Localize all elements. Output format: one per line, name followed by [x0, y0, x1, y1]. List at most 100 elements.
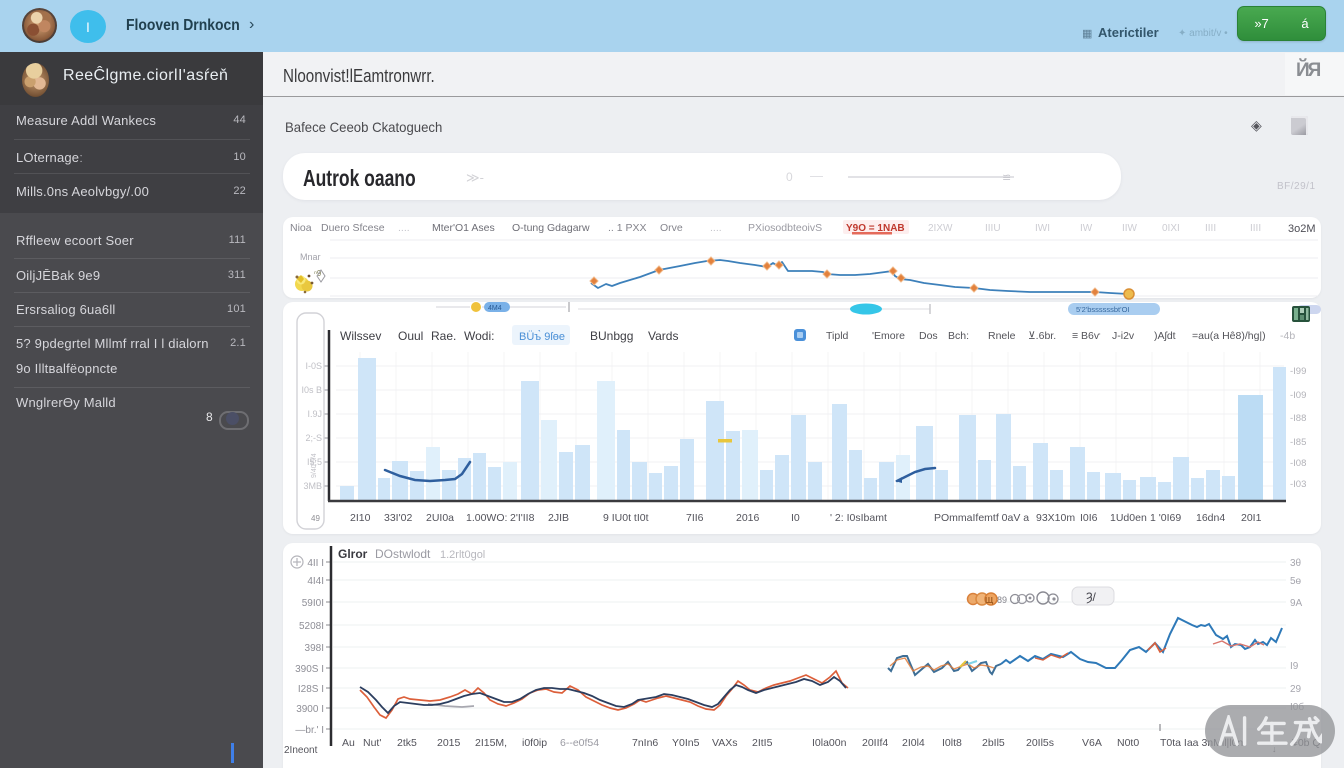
- svg-text:'Emore: 'Emore: [872, 330, 905, 342]
- svg-text:3θ: 3θ: [1290, 558, 1302, 569]
- svg-text:Ouul: Ouul: [398, 329, 423, 343]
- svg-text:89: 89: [997, 595, 1007, 605]
- svg-text:IIII: IIII: [1205, 223, 1216, 234]
- svg-text:9A: 9A: [1290, 598, 1303, 609]
- svg-text:-I88: -I88: [1290, 413, 1306, 424]
- svg-text:20I1: 20I1: [1241, 512, 1262, 524]
- svg-text:20IIf4: 20IIf4: [862, 737, 888, 749]
- svg-text:⊻.6br.: ⊻.6br.: [1028, 330, 1056, 342]
- svg-text:Nioa: Nioa: [290, 222, 312, 234]
- svg-text:IIII: IIII: [1250, 223, 1261, 234]
- svg-text:DOstwlodt: DOstwlodt: [375, 547, 431, 561]
- svg-text:2JIB: 2JIB: [548, 512, 569, 524]
- svg-text:2015: 2015: [437, 737, 461, 749]
- svg-text:BUnbgg: BUnbgg: [590, 329, 633, 343]
- svg-text:—br.' I: —br.' I: [295, 725, 324, 736]
- svg-text:J-i2v: J-i2v: [1112, 330, 1135, 342]
- svg-text:V6A: V6A: [1082, 737, 1102, 749]
- svg-text:-I08: -I08: [1290, 458, 1306, 469]
- svg-text:0IXI: 0IXI: [1162, 223, 1180, 234]
- svg-text:Y9O = 1NAB: Y9O = 1NAB: [846, 223, 905, 234]
- svg-text:I0s B: I0s B: [301, 385, 322, 395]
- svg-text:390S I: 390S I: [295, 664, 324, 675]
- svg-text:ⁿ9: ⁿ9: [314, 269, 322, 278]
- svg-text:1.2rlt0gol: 1.2rlt0gol: [440, 549, 485, 561]
- svg-text:1Ud0en: 1Ud0en: [1110, 512, 1147, 524]
- svg-text:POmmaIfemtf 0aV a: POmmaIfemtf 0aV a: [934, 512, 1029, 524]
- svg-text:93X10m: 93X10m: [1036, 512, 1075, 524]
- svg-text:Mnar: Mnar: [300, 252, 321, 262]
- svg-text:IIIU: IIIU: [985, 223, 1001, 234]
- svg-text:....: ....: [398, 222, 410, 234]
- svg-text:2tk5: 2tk5: [397, 737, 417, 749]
- svg-text:2016: 2016: [736, 512, 760, 524]
- svg-text:Tipld: Tipld: [826, 330, 849, 342]
- svg-text:I.9J: I.9J: [307, 409, 322, 419]
- svg-text:Щ: Щ: [985, 596, 994, 605]
- svg-text:7II6: 7II6: [686, 512, 704, 524]
- svg-text:2I0l4: 2I0l4: [902, 737, 925, 749]
- svg-text:Au: Au: [342, 737, 355, 749]
- svg-text:9 IU0t tI0t: 9 IU0t tI0t: [603, 512, 649, 524]
- svg-text:-I99: -I99: [1290, 366, 1306, 377]
- svg-text:5'2'bssssssbt'OI: 5'2'bssssssbt'OI: [1076, 305, 1129, 314]
- svg-text:Ȝ/: Ȝ/: [1086, 590, 1097, 604]
- svg-text:Vards: Vards: [648, 329, 678, 343]
- svg-text:4M4: 4M4: [488, 305, 502, 312]
- svg-text:i0f0ip: i0f0ip: [522, 737, 547, 749]
- svg-text:9/40'5/4: 9/40'5/4: [311, 453, 318, 478]
- svg-text:-I09: -I09: [1290, 390, 1306, 401]
- svg-text:2bIl5: 2bIl5: [982, 737, 1005, 749]
- svg-text:IW: IW: [1080, 223, 1093, 234]
- svg-text:59I0I: 59I0I: [302, 598, 324, 609]
- svg-text:BÜъ̀ 9ſөe: BÜъ̀ 9ſөe: [519, 330, 565, 343]
- svg-text:Bch:: Bch:: [948, 330, 969, 342]
- svg-text:I0lt8: I0lt8: [942, 737, 962, 749]
- svg-text:20Il5s: 20Il5s: [1026, 737, 1054, 749]
- svg-text:5208I: 5208I: [299, 621, 324, 632]
- svg-text:16dn4: 16dn4: [1196, 512, 1225, 524]
- svg-text:I9: I9: [1290, 661, 1299, 672]
- svg-text:Duero Sfcese: Duero Sfcese: [321, 222, 385, 234]
- svg-text:2ItI5: 2ItI5: [752, 737, 773, 749]
- svg-text:4I4I: 4I4I: [307, 576, 324, 587]
- svg-text:' 2: I0sIbamt: ' 2: I0sIbamt: [830, 512, 887, 524]
- svg-text:33I'02: 33I'02: [384, 512, 412, 524]
- svg-text:Wilssev: Wilssev: [340, 329, 381, 343]
- svg-text:)Aʃdt: )Aʃdt: [1154, 330, 1176, 342]
- svg-text:1 '0I69: 1 '0I69: [1150, 512, 1181, 524]
- svg-text:2UI0a: 2UI0a: [426, 512, 454, 524]
- svg-text:Orve: Orve: [660, 222, 683, 234]
- svg-text:6--e0f54: 6--e0f54: [560, 737, 599, 749]
- svg-text:Mter'O1 Ases: Mter'O1 Ases: [432, 222, 495, 234]
- svg-text:2'I'II8: 2'I'II8: [510, 512, 535, 524]
- svg-text:Y0In5: Y0In5: [672, 737, 700, 749]
- svg-text:3o2M: 3o2M: [1288, 223, 1316, 235]
- svg-text:I5;5: I5;5: [307, 457, 322, 467]
- svg-text:3MB: 3MB: [303, 481, 322, 491]
- svg-text:N0t0: N0t0: [1117, 737, 1139, 749]
- svg-text:I0I6: I0I6: [1080, 512, 1098, 524]
- svg-text:.. 1 PXX: .. 1 PXX: [608, 222, 647, 234]
- svg-text:O-tung Gdagarw: O-tung Gdagarw: [512, 222, 590, 234]
- svg-text:29: 29: [1290, 684, 1302, 695]
- svg-text:4II I: 4II I: [307, 558, 324, 569]
- svg-text:49: 49: [311, 514, 320, 523]
- svg-text:2I10: 2I10: [350, 512, 371, 524]
- svg-text:IWI: IWI: [1035, 223, 1050, 234]
- svg-text:1.00WO:: 1.00WO:: [466, 512, 507, 524]
- svg-text:2;-S: 2;-S: [305, 433, 322, 443]
- svg-text:-4b: -4b: [1280, 330, 1295, 342]
- svg-text:I0la00n: I0la00n: [812, 737, 847, 749]
- svg-text:5ө: 5ө: [1290, 576, 1302, 587]
- svg-text:VAXs: VAXs: [712, 737, 737, 749]
- svg-text:2Ineont: 2Ineont: [284, 745, 318, 756]
- svg-text:Rae.: Rae.: [431, 329, 456, 343]
- svg-text:IIW: IIW: [1122, 223, 1138, 234]
- svg-text:I-0S: I-0S: [305, 361, 322, 371]
- svg-text:7nIn6: 7nIn6: [632, 737, 658, 749]
- svg-text:I0: I0: [791, 512, 800, 524]
- svg-text:Nut': Nut': [363, 737, 381, 749]
- svg-text:Rnele: Rnele: [988, 330, 1016, 342]
- svg-text:3900 I: 3900 I: [296, 704, 324, 715]
